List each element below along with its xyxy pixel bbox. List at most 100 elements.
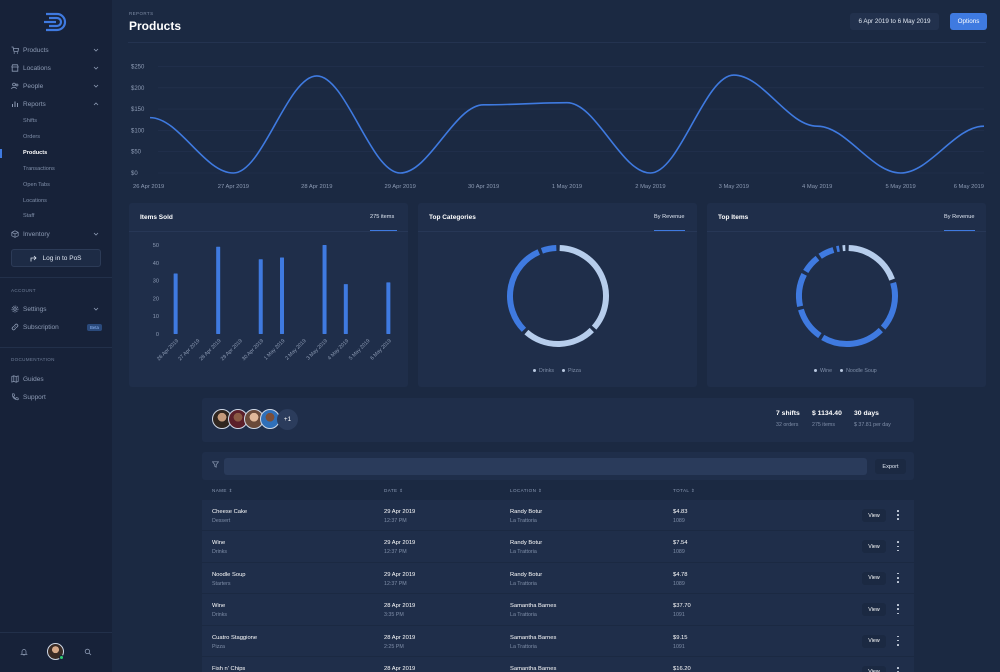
revenue-line-chart: $0 $50 $100 $150 $200 $250 26 Apr 2019 27 Apr 2… — [131, 65, 985, 190]
column-header-total[interactable]: TOTAL ⇕ — [673, 488, 695, 494]
link-icon — [10, 322, 20, 332]
cell-secondary: La Trattoria — [510, 580, 537, 587]
nav-products[interactable]: Products — [10, 43, 102, 57]
view-button[interactable]: View — [862, 634, 886, 648]
subnav-shifts[interactable]: Shifts — [23, 118, 37, 124]
cell-primary: 28 Apr 2019 — [384, 603, 416, 610]
column-header-name[interactable]: NAME ⇕ — [212, 488, 233, 494]
export-button[interactable]: Export — [875, 459, 906, 474]
options-button[interactable]: Options — [950, 13, 987, 30]
cell-primary: 29 Apr 2019 — [384, 540, 416, 547]
nav-support[interactable]: Support — [10, 390, 102, 404]
cell-primary: 29 Apr 2019 — [384, 571, 416, 578]
table-row[interactable]: Wine Drinks 29 Apr 2019 12:37 PM Randy Botur… — [202, 531, 914, 563]
view-button[interactable]: View — [862, 540, 886, 554]
table-body: Cheese Cake Dessert 29 Apr 2019 12:37 PM Ran… — [202, 500, 914, 672]
nav-label: Reports — [23, 100, 46, 108]
nav-label: Inventory — [23, 230, 50, 238]
app-logo-icon[interactable] — [44, 12, 68, 32]
bar — [386, 282, 391, 334]
cell-date: 28 Apr 2019 3:35 PM — [384, 603, 415, 618]
cart-icon — [10, 45, 20, 55]
date-range-picker[interactable]: 6 Apr 2019 to 6 May 2019 — [850, 13, 939, 30]
view-button[interactable]: View — [862, 509, 886, 522]
cell-name: Cuatro Staggione Pizza — [212, 635, 257, 650]
nav-settings[interactable]: Settings — [10, 302, 102, 316]
table-row[interactable]: Noodle Soup Starters 29 Apr 2019 12:37 PM Ra… — [202, 562, 914, 595]
more-options-icon[interactable] — [895, 604, 901, 615]
view-button[interactable]: View — [862, 603, 886, 617]
table-row[interactable]: Wine Drinks 28 Apr 2019 3:35 PM Samantha Bar… — [202, 594, 914, 626]
more-people-badge[interactable]: +1 — [277, 409, 298, 430]
view-button[interactable]: View — [862, 665, 886, 672]
chevron-down-icon — [93, 84, 99, 88]
card-tab-revenue[interactable]: By Revenue — [654, 214, 685, 220]
subnav-staff[interactable]: Staff — [23, 213, 35, 219]
cell-location: Randy Botur La Trattoria — [510, 572, 542, 587]
subnav-orders[interactable]: Orders — [23, 134, 41, 140]
bar — [258, 259, 263, 334]
box-icon — [10, 229, 20, 239]
more-options-icon[interactable] — [895, 510, 901, 520]
user-avatar[interactable] — [47, 643, 64, 660]
nav-reports[interactable]: Reports — [10, 97, 102, 111]
per-day-value: $ 37.81 per day — [854, 422, 891, 428]
chart-legend: Drinks Pizza — [533, 368, 581, 374]
search-input[interactable] — [224, 458, 867, 475]
cell-secondary: La Trattoria — [510, 549, 537, 556]
subnav-products[interactable]: Products — [23, 150, 48, 156]
card-tab-revenue[interactable]: By Revenue — [944, 214, 975, 220]
x-tick-label: 4 May 2019 — [802, 184, 832, 190]
bell-icon[interactable] — [20, 648, 28, 656]
cell-primary: 28 Apr 2019 — [384, 634, 416, 641]
login-to-pos-button[interactable]: Log in to PoS — [11, 249, 101, 267]
cell-primary: $37.70 — [673, 603, 691, 610]
cell-primary: Cheese Cake — [212, 509, 248, 515]
subnav-locations[interactable]: Locations — [23, 198, 47, 204]
x-tick-label: 1 May 2019 — [552, 184, 582, 190]
cell-secondary: Pizza — [212, 643, 225, 650]
subnav-transactions[interactable]: Transactions — [23, 166, 55, 172]
map-icon — [10, 374, 20, 384]
cell-primary: Wine — [212, 540, 226, 547]
nav-subscription[interactable]: Subscription — [10, 320, 102, 334]
top-categories-donut — [507, 245, 609, 347]
cell-secondary: 12:37 PM — [384, 549, 407, 556]
subnav-open-tabs[interactable]: Open Tabs — [23, 182, 50, 188]
more-options-icon[interactable] — [895, 666, 901, 672]
more-options-icon[interactable] — [895, 541, 901, 552]
chevron-down-icon — [93, 48, 99, 52]
column-header-date[interactable]: DATE ⇕ — [384, 488, 403, 494]
cell-name: Fish n' ChipsMains — [212, 666, 245, 672]
phone-icon — [10, 392, 20, 402]
x-tick-label: 6 May 2019 — [369, 338, 392, 361]
view-button[interactable]: View — [862, 571, 886, 585]
account-section-label: ACCOUNT — [11, 288, 36, 293]
sidebar: Products Locations People Reports Shifts… — [0, 0, 112, 672]
more-options-icon[interactable] — [895, 572, 901, 583]
more-options-icon[interactable] — [895, 635, 901, 646]
column-header-location[interactable]: LOCATION ⇕ — [510, 488, 542, 494]
table-header: NAME ⇕ DATE ⇕ LOCATION ⇕ TOTAL ⇕ — [202, 480, 914, 500]
divider — [0, 347, 112, 348]
filter-bar: Export — [202, 452, 914, 480]
card-tab-items[interactable]: 275 items — [370, 214, 395, 220]
cell-total: $37.70 1091 — [673, 603, 691, 618]
cell-primary: Randy Botur — [510, 509, 543, 515]
nav-guides[interactable]: Guides — [10, 372, 102, 386]
cell-primary: Noodle Soup — [212, 571, 246, 578]
cell-secondary: La Trattoria — [510, 643, 537, 650]
table-row[interactable]: Cheese Cake Dessert 29 Apr 2019 12:37 PM Ran… — [202, 500, 914, 532]
search-icon[interactable] — [84, 648, 92, 656]
cell-secondary: 1091 — [673, 643, 685, 650]
nav-locations[interactable]: Locations — [10, 61, 102, 75]
nav-inventory[interactable]: Inventory — [10, 227, 102, 241]
filter-icon[interactable] — [212, 461, 219, 468]
x-tick-label: 6 May 2019 — [954, 184, 984, 190]
nav-people[interactable]: People — [10, 79, 102, 93]
online-status-dot — [59, 655, 64, 660]
table-row[interactable]: Cuatro Staggione Pizza 28 Apr 2019 2:25 PM S… — [202, 625, 914, 657]
